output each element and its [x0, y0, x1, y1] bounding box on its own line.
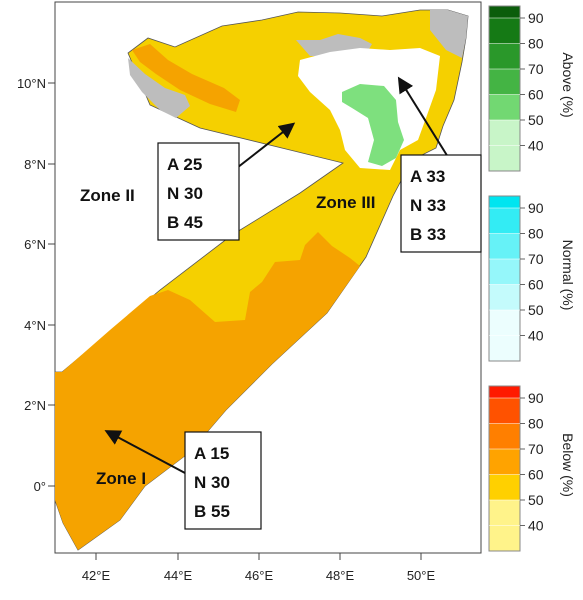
- zone-iii-normal: N 33: [410, 196, 446, 215]
- x-tick-label: 46°E: [245, 568, 274, 583]
- legend-swatch-below: [489, 398, 520, 424]
- y-tick-label: 10°N: [17, 76, 46, 91]
- zone-ii-probability-box: A 25 N 30 B 45: [157, 142, 240, 241]
- legend-swatch-above: [489, 6, 520, 18]
- zone-i-normal: N 30: [194, 473, 230, 492]
- zone-iii-label: Zone III: [316, 193, 376, 212]
- zone-i-arrow: [104, 430, 186, 474]
- legend-below: 90 80 70 60 50 40: [488, 385, 544, 552]
- zone-iii-probability-box: A 33 N 33 B 33: [400, 154, 482, 253]
- legend-swatch-normal: [489, 196, 520, 208]
- legend-tick-label-below: 80: [528, 416, 544, 432]
- legend-swatch-below: [489, 386, 520, 398]
- below-north-strip: [132, 44, 240, 112]
- zone-i-probability-box: A 15 N 30 B 55: [184, 431, 262, 530]
- x-tick-label: 48°E: [326, 568, 355, 583]
- legend-tick-label-normal: 90: [528, 200, 544, 216]
- legend-swatch-below: [489, 500, 520, 526]
- legend-tick-label-normal: 70: [528, 251, 544, 267]
- x-tick-labels: 42°E 44°E 46°E 48°E 50°E: [82, 568, 436, 583]
- y-tick-label: 4°N: [24, 318, 46, 333]
- legend-swatch-below: [489, 423, 520, 449]
- y-tick-label: 6°N: [24, 237, 46, 252]
- grey-patch-northeast: [430, 10, 468, 58]
- zone-iii-above: A 33: [410, 167, 445, 186]
- legend-tick-label-normal: 50: [528, 302, 544, 318]
- legend-frame: [488, 385, 521, 552]
- zone-ii-normal: N 30: [167, 184, 203, 203]
- legend-swatch-above: [489, 43, 520, 69]
- legend-tick-label-above: 90: [528, 10, 544, 26]
- legend-tick-label-normal: 40: [528, 328, 544, 344]
- x-tick-label: 50°E: [407, 568, 436, 583]
- legend-swatch-normal: [489, 284, 520, 310]
- zone-iii-arrow: [397, 76, 449, 158]
- legend-tick-label-above: 50: [528, 112, 544, 128]
- y-axis: [48, 82, 55, 487]
- legend-tick-label-below: 70: [528, 441, 544, 457]
- legend-tick-label-below: 50: [528, 492, 544, 508]
- legend-swatch-below: [489, 525, 520, 551]
- legend-swatch-above: [489, 94, 520, 120]
- legend-above: 90 80 70 60 50 40: [488, 5, 544, 172]
- legend-above-title: Above (%): [560, 52, 576, 117]
- legend-swatch-normal: [489, 208, 520, 234]
- legend-tick-label-above: 60: [528, 87, 544, 103]
- legend-swatch-above: [489, 120, 520, 146]
- y-tick-label: 2°N: [24, 398, 46, 413]
- x-tick-label: 44°E: [164, 568, 193, 583]
- legend-swatch-below: [489, 474, 520, 500]
- zone-i-label: Zone I: [96, 469, 146, 488]
- above-50-patch: [342, 84, 404, 166]
- legend-swatch-normal: [489, 335, 520, 361]
- legend-tick-label-normal: 80: [528, 226, 544, 242]
- x-axis: [95, 553, 422, 560]
- legend-swatch-normal: [489, 233, 520, 259]
- grey-patch-northwest: [128, 58, 190, 118]
- legend-swatch-below: [489, 449, 520, 475]
- legend-frame: [488, 195, 521, 362]
- legend-below-title: Below (%): [560, 433, 576, 497]
- legend-swatch-normal: [489, 310, 520, 336]
- legend-tick-label-below: 40: [528, 518, 544, 534]
- legend-tick-label-normal: 60: [528, 277, 544, 293]
- legend-swatch-above: [489, 18, 520, 44]
- y-tick-label: 0°: [34, 479, 46, 494]
- below-55-region: [55, 232, 360, 550]
- legend-tick-label-above: 70: [528, 61, 544, 77]
- legend-tick-label-below: 60: [528, 467, 544, 483]
- y-tick-label: 8°N: [24, 157, 46, 172]
- legend-swatch-above: [489, 69, 520, 95]
- zone-ii-below: B 45: [167, 213, 203, 232]
- zone-i-below: B 55: [194, 502, 230, 521]
- legend-normal: 90 80 70 60 50 40: [488, 195, 544, 362]
- legend-swatch-normal: [489, 259, 520, 285]
- legend-frame: [488, 5, 521, 172]
- legend-swatch-above: [489, 145, 520, 171]
- legend-tick-label-below: 90: [528, 390, 544, 406]
- x-tick-label: 42°E: [82, 568, 111, 583]
- legend-normal-title: Normal (%): [560, 240, 576, 311]
- legend-tick-label-above: 80: [528, 36, 544, 52]
- zone-iii-below: B 33: [410, 225, 446, 244]
- legend-tick-label-above: 40: [528, 138, 544, 154]
- zone-i-above: A 15: [194, 444, 229, 463]
- zone-ii-above: A 25: [167, 155, 202, 174]
- zone-ii-label: Zone II: [80, 186, 135, 205]
- y-tick-labels: 10°N 8°N 6°N 4°N 2°N 0°: [17, 76, 46, 494]
